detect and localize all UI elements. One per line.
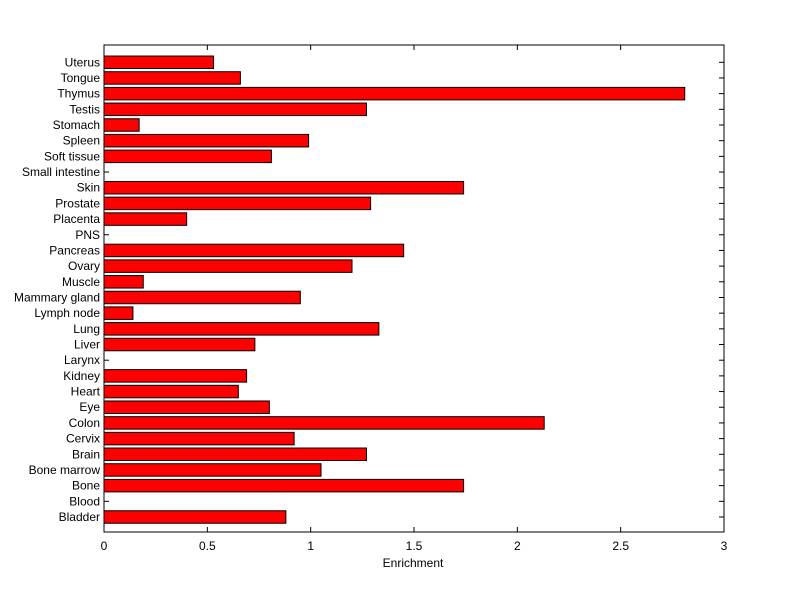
y-tick-label-eye: Eye	[79, 400, 100, 414]
y-tick-label-bone-marrow: Bone marrow	[29, 463, 101, 477]
x-tick-label: 2.5	[612, 539, 629, 553]
bar-testis	[103, 102, 367, 117]
bar-ovary	[103, 259, 353, 273]
y-tick-label-bone: Bone	[72, 479, 100, 493]
y-tick-label-muscle: Muscle	[62, 275, 100, 289]
y-tick-label-brain: Brain	[72, 447, 100, 461]
bar-lung	[103, 322, 380, 336]
bar-kidney	[103, 369, 248, 383]
bar-soft-tissue	[103, 149, 272, 164]
bar-bone	[103, 478, 465, 493]
y-tick-label-spleen: Spleen	[63, 134, 100, 148]
y-tick-label-pancreas: Pancreas	[49, 243, 100, 257]
y-tick-label-larynx: Larynx	[64, 353, 100, 367]
y-tick-label-lymph-node: Lymph node	[34, 306, 100, 320]
x-tick-label: 3	[721, 539, 728, 553]
x-tick-label: 1	[307, 539, 314, 553]
y-tick-label-testis: Testis	[69, 102, 100, 116]
y-tick-label-ovary: Ovary	[68, 259, 100, 273]
y-tick-label-prostate: Prostate	[55, 196, 100, 210]
y-tick-label-blood: Blood	[69, 494, 100, 508]
bar-liver	[103, 337, 256, 352]
bar-prostate	[103, 196, 372, 211]
y-tick-label-uterus: Uterus	[65, 55, 100, 69]
y-tick-label-cervix: Cervix	[66, 432, 100, 446]
bar-eye	[103, 400, 270, 414]
y-tick-label-tongue: Tongue	[61, 71, 101, 85]
bar-skin	[103, 180, 465, 195]
y-tick-label-placenta: Placenta	[53, 212, 100, 226]
y-tick-label-kidney: Kidney	[63, 369, 100, 383]
y-tick-label-thymus: Thymus	[57, 87, 100, 101]
y-tick-label-liver: Liver	[74, 338, 100, 352]
y-tick-label-mammary-gland: Mammary gland	[14, 290, 100, 304]
bar-tongue	[103, 71, 241, 85]
bar-cervix	[103, 431, 295, 446]
bar-pancreas	[103, 243, 405, 258]
x-axis-label: Enrichment	[383, 556, 444, 570]
y-tick-label-soft-tissue: Soft tissue	[44, 149, 100, 163]
y-tick-label-heart: Heart	[71, 385, 101, 399]
bar-bladder	[103, 510, 287, 524]
bar-placenta	[103, 212, 188, 226]
bar-uterus	[103, 55, 215, 70]
bar-lymph-node	[103, 306, 134, 320]
bar-heart	[103, 384, 239, 399]
x-tick-label: 1.5	[406, 539, 423, 553]
y-tick-label-skin: Skin	[77, 181, 100, 195]
x-axis-ticks	[206, 45, 622, 532]
bar-bone-marrow	[103, 463, 322, 477]
bar-muscle	[103, 275, 144, 289]
bar-colon	[103, 416, 545, 430]
y-tick-label-pns: PNS	[75, 228, 100, 242]
x-tick-label: 0.5	[199, 539, 216, 553]
bars	[103, 55, 686, 524]
x-axis-tick-labels: 0 0.5 1 1.5 2 2.5 3	[101, 539, 728, 553]
bar-thymus	[103, 86, 686, 101]
bar-brain	[103, 447, 367, 462]
bar-stomach	[103, 118, 140, 132]
x-tick-label: 0	[101, 539, 108, 553]
y-tick-label-colon: Colon	[69, 416, 100, 430]
y-tick-label-stomach: Stomach	[53, 118, 100, 132]
y-tick-label-bladder: Bladder	[59, 510, 100, 524]
bar-mammary-gland	[103, 290, 301, 305]
y-tick-label-small-intestine: Small intestine	[22, 165, 100, 179]
x-tick-label: 2	[514, 539, 521, 553]
y-tick-label-lung: Lung	[73, 322, 100, 336]
bar-spleen	[103, 133, 310, 148]
